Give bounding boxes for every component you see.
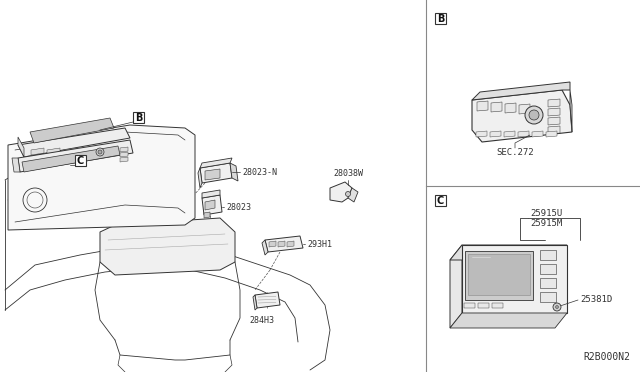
Polygon shape <box>548 108 560 116</box>
Polygon shape <box>477 101 488 111</box>
Polygon shape <box>450 313 567 328</box>
Text: 284H3: 284H3 <box>250 316 275 325</box>
Text: SEC.272: SEC.272 <box>496 148 534 157</box>
Polygon shape <box>31 148 44 155</box>
Polygon shape <box>450 245 567 260</box>
Polygon shape <box>200 158 232 168</box>
Polygon shape <box>204 212 210 218</box>
Polygon shape <box>491 102 502 112</box>
Polygon shape <box>262 240 268 255</box>
Polygon shape <box>462 245 567 313</box>
Text: B: B <box>437 13 444 23</box>
Circle shape <box>346 192 351 196</box>
Polygon shape <box>540 264 556 274</box>
Polygon shape <box>540 292 556 302</box>
Polygon shape <box>468 254 530 295</box>
Polygon shape <box>12 158 20 172</box>
Polygon shape <box>18 137 24 157</box>
Polygon shape <box>30 118 114 143</box>
Polygon shape <box>95 148 108 155</box>
FancyBboxPatch shape <box>435 13 446 24</box>
Polygon shape <box>330 182 352 202</box>
Polygon shape <box>18 140 133 172</box>
Polygon shape <box>504 131 515 137</box>
Polygon shape <box>22 146 120 172</box>
Polygon shape <box>490 131 501 137</box>
FancyBboxPatch shape <box>133 112 144 123</box>
Polygon shape <box>348 188 358 202</box>
Circle shape <box>529 110 539 120</box>
Polygon shape <box>79 148 92 155</box>
Polygon shape <box>269 241 276 247</box>
Polygon shape <box>202 190 220 198</box>
Polygon shape <box>570 90 572 132</box>
Polygon shape <box>205 169 220 180</box>
Polygon shape <box>287 241 294 247</box>
Circle shape <box>525 106 543 124</box>
Text: 28023: 28023 <box>226 202 251 212</box>
Text: 293H1: 293H1 <box>307 240 332 248</box>
Polygon shape <box>198 168 202 188</box>
Polygon shape <box>18 128 130 157</box>
Polygon shape <box>255 292 280 308</box>
Text: C: C <box>77 155 84 166</box>
Polygon shape <box>200 163 232 183</box>
Polygon shape <box>47 148 60 155</box>
Polygon shape <box>278 241 285 247</box>
Polygon shape <box>548 117 560 125</box>
Polygon shape <box>253 295 257 310</box>
Circle shape <box>96 148 104 156</box>
Polygon shape <box>492 303 503 308</box>
FancyBboxPatch shape <box>435 195 446 206</box>
Polygon shape <box>202 195 222 215</box>
Polygon shape <box>505 103 516 113</box>
Polygon shape <box>472 90 572 142</box>
Polygon shape <box>546 131 557 137</box>
Polygon shape <box>548 99 560 107</box>
Text: 28038W: 28038W <box>333 169 363 178</box>
Polygon shape <box>548 126 560 134</box>
Polygon shape <box>478 303 489 308</box>
Polygon shape <box>472 82 570 100</box>
Polygon shape <box>100 218 235 275</box>
Polygon shape <box>532 131 543 137</box>
Text: R2B000N2: R2B000N2 <box>583 352 630 362</box>
Circle shape <box>553 303 561 311</box>
Polygon shape <box>450 245 462 328</box>
Polygon shape <box>519 104 530 114</box>
Polygon shape <box>540 250 556 260</box>
Circle shape <box>556 305 559 308</box>
Polygon shape <box>8 125 195 230</box>
Circle shape <box>98 150 102 154</box>
Text: 25915M: 25915M <box>530 218 563 228</box>
FancyBboxPatch shape <box>75 155 86 166</box>
Polygon shape <box>205 200 215 210</box>
Text: B: B <box>135 112 142 122</box>
Polygon shape <box>120 147 128 152</box>
Text: C: C <box>437 196 444 205</box>
Polygon shape <box>63 148 76 155</box>
Polygon shape <box>465 251 533 300</box>
Text: 25381D: 25381D <box>580 295 612 305</box>
Polygon shape <box>464 303 475 308</box>
Polygon shape <box>476 131 487 137</box>
Polygon shape <box>230 163 238 181</box>
Polygon shape <box>265 236 303 252</box>
Polygon shape <box>120 152 128 157</box>
Polygon shape <box>540 278 556 288</box>
Text: 25915U: 25915U <box>530 208 563 218</box>
Polygon shape <box>518 131 529 137</box>
Text: 28023-N: 28023-N <box>242 167 277 176</box>
Polygon shape <box>120 157 128 162</box>
